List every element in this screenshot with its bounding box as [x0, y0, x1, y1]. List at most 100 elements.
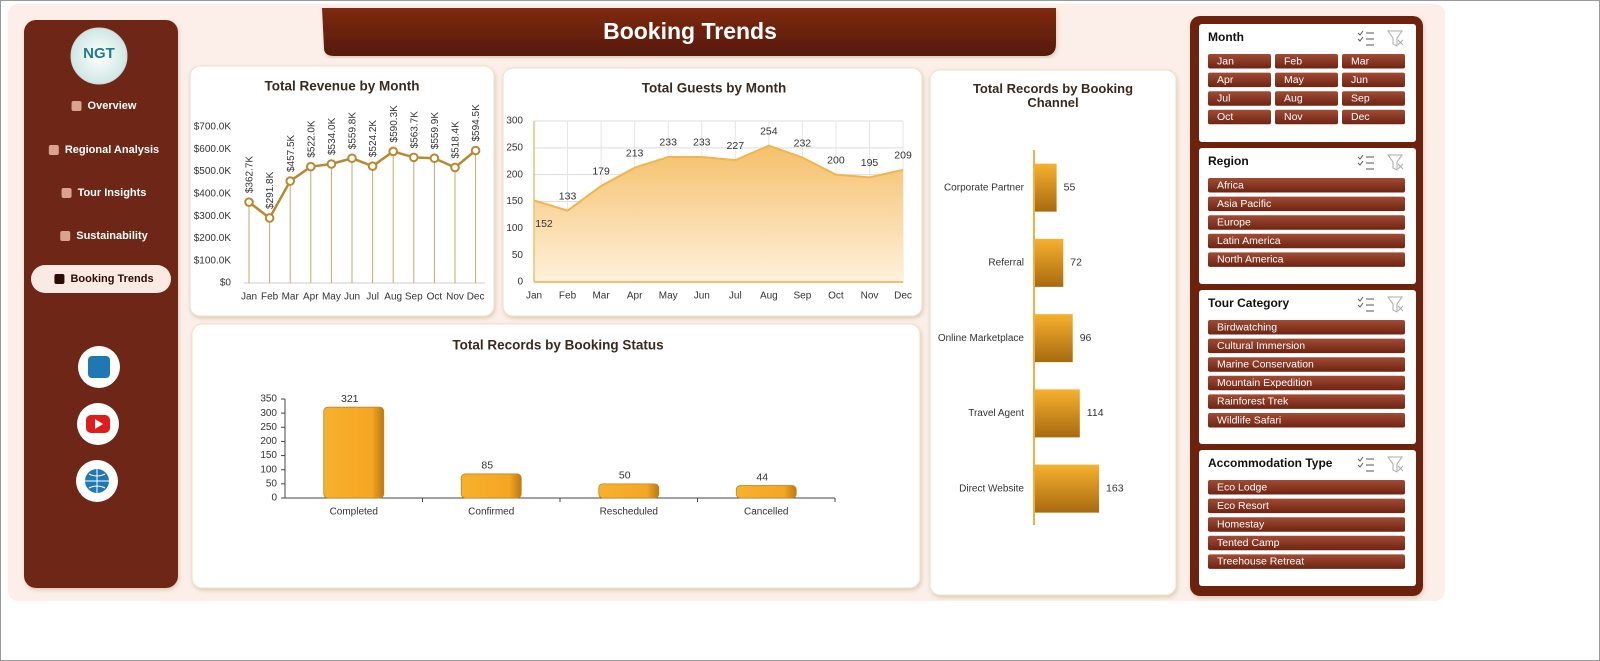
clear-filter-icon[interactable] [1387, 30, 1404, 47]
slicer-button[interactable] [1208, 394, 1405, 409]
slicer-button[interactable] [1208, 72, 1271, 88]
slicer-button[interactable] [1342, 72, 1405, 88]
slicer-item[interactable]: Tented Camp [1217, 537, 1280, 549]
slicer-item[interactable]: Jul [1217, 92, 1230, 104]
multi-select-icon[interactable] [1357, 154, 1374, 170]
y-tick-label: $100.0K [194, 255, 232, 266]
slicer-item[interactable]: Oct [1217, 111, 1233, 123]
slicer-item[interactable]: Latin America [1217, 235, 1281, 247]
slicer-button[interactable] [1342, 91, 1405, 106]
slicer-item[interactable]: May [1284, 74, 1305, 86]
slicer-button[interactable] [1208, 480, 1405, 495]
y-tick-label: 300 [506, 116, 523, 127]
slicer-item[interactable]: Africa [1217, 179, 1244, 191]
slicer-item[interactable]: Sep [1351, 92, 1370, 104]
slicer-button[interactable] [1208, 91, 1271, 106]
slicer-item[interactable]: Aug [1284, 92, 1303, 104]
slicer-item[interactable]: Cultural Immersion [1217, 340, 1305, 352]
slicer-button[interactable] [1208, 109, 1271, 125]
x-tick-label: Apr [627, 291, 643, 302]
point [409, 152, 419, 163]
slicer-button[interactable] [1342, 109, 1405, 125]
slicer-item[interactable]: Homestay [1217, 518, 1265, 530]
point [429, 153, 440, 164]
y-tick-label: 100 [260, 464, 277, 475]
x-tick-label: May [659, 291, 678, 302]
slicer-button[interactable] [1208, 196, 1405, 212]
nav-item[interactable]: Sustainability [76, 230, 148, 242]
multi-select-icon[interactable] [1357, 30, 1374, 46]
slicer-button[interactable] [1208, 252, 1405, 267]
x-tick-label: Mar [592, 291, 610, 302]
slicer-item[interactable]: Jan [1217, 55, 1234, 67]
slicer-item[interactable]: Europe [1217, 216, 1251, 228]
slicer-button[interactable] [1208, 54, 1271, 69]
slicer-button[interactable] [1208, 215, 1405, 230]
x-tick-label: Jun [344, 292, 360, 303]
nav-icon [71, 101, 82, 111]
nav-item[interactable]: Overview [88, 100, 137, 112]
slicer-item[interactable]: North America [1217, 254, 1284, 266]
header-title: Booking Trends [603, 18, 777, 44]
chart-card [191, 323, 921, 589]
slicer-item[interactable]: Jun [1351, 74, 1368, 86]
slicer-button[interactable] [1208, 498, 1405, 514]
slicer-item[interactable]: Apr [1217, 74, 1234, 86]
slicer-button[interactable] [1275, 72, 1338, 88]
value-label: $534.0K [327, 117, 338, 155]
slicer-button[interactable] [1208, 357, 1405, 372]
value-label: 44 [756, 471, 768, 483]
y-tick-label: Online Marketplace [938, 333, 1025, 344]
slicer-item[interactable]: Mar [1351, 55, 1370, 67]
area-line [533, 144, 904, 212]
slicer-item[interactable]: Asia Pacific [1217, 198, 1271, 210]
slicer-item[interactable]: Wildlife Safari [1217, 414, 1281, 426]
slicer-button[interactable] [1342, 54, 1405, 69]
clear-filter-icon[interactable] [1387, 154, 1404, 171]
value-label: $291.8K [265, 171, 276, 209]
clear-filter-icon[interactable] [1387, 296, 1404, 313]
slicer-item[interactable]: Marine Conservation [1217, 358, 1314, 370]
value-label: 213 [626, 147, 644, 159]
slicer-item[interactable]: Eco Resort [1217, 500, 1269, 512]
slicer-button[interactable] [1208, 535, 1405, 551]
multi-select-icon[interactable] [1357, 456, 1374, 472]
slicer-button[interactable] [1208, 233, 1405, 249]
value-label: 233 [693, 137, 711, 149]
point [367, 161, 378, 171]
slicer-button[interactable] [1275, 109, 1338, 125]
x-tick-label: Dec [894, 291, 912, 302]
slicer-item[interactable]: Treehouse Retreat [1217, 556, 1304, 568]
clear-filter-icon[interactable] [1387, 456, 1404, 473]
slicer-button[interactable] [1208, 178, 1405, 193]
slicer-button[interactable] [1208, 413, 1405, 428]
value-label: $559.8K [348, 112, 359, 150]
slicer-item[interactable]: Eco Lodge [1217, 481, 1267, 493]
y-tick-label: 0 [271, 493, 277, 504]
slicer-item[interactable]: Birdwatching [1217, 321, 1277, 333]
slicer-button[interactable] [1208, 517, 1405, 532]
slicer-button[interactable] [1208, 375, 1405, 391]
slicer-item[interactable]: Mountain Expedition [1217, 377, 1312, 389]
nav-item[interactable]: Tour Insights [78, 187, 147, 199]
y-tick-label: $300.0K [194, 211, 232, 222]
slicer-item[interactable]: Dec [1351, 111, 1370, 123]
slicer-button[interactable] [1208, 554, 1405, 569]
slicer-item[interactable]: Rainforest Trek [1217, 396, 1289, 408]
slicer-button[interactable] [1208, 338, 1405, 354]
slicer-title: Tour Category [1208, 296, 1289, 310]
slicer-item[interactable]: Feb [1284, 55, 1302, 67]
multi-select-icon[interactable] [1357, 296, 1374, 312]
point [264, 213, 275, 223]
nav-item[interactable]: Regional Analysis [65, 144, 159, 156]
slicer-button[interactable] [1208, 320, 1405, 335]
slicer-button[interactable] [1275, 91, 1338, 106]
value-label: 254 [760, 125, 778, 137]
nav-active-pill[interactable] [31, 265, 171, 293]
x-tick-label: Nov [861, 291, 879, 302]
nav-item[interactable]: Booking Trends [70, 273, 153, 285]
slicer-button[interactable] [1275, 54, 1338, 69]
slicer-item[interactable]: Nov [1284, 111, 1303, 123]
y-tick-label: $500.0K [194, 166, 232, 177]
point [347, 153, 357, 164]
